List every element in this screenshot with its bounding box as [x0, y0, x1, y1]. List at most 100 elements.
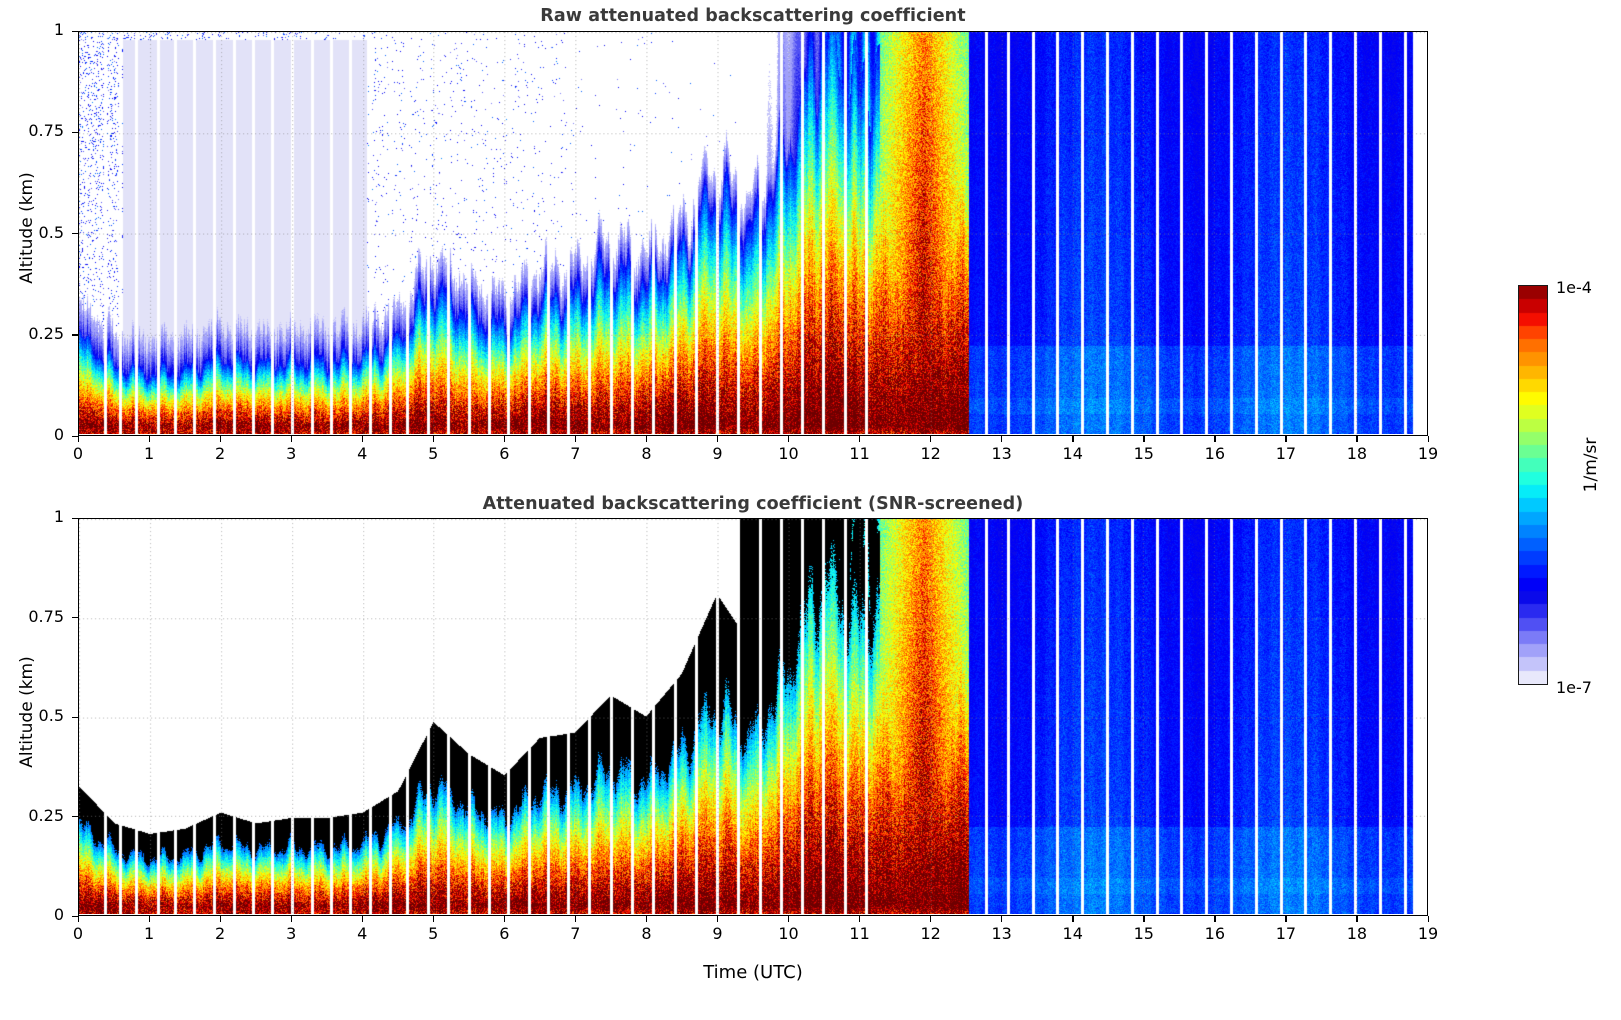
- x-tick-mark: [1143, 916, 1145, 922]
- x-tick-mark: [1214, 916, 1216, 922]
- colorbar[interactable]: [1518, 285, 1548, 685]
- y-tick-mark: [72, 915, 78, 917]
- x-tick-mark: [148, 916, 150, 922]
- y-tick-label: 0.5: [38, 222, 64, 242]
- x-tick-label: 6: [499, 924, 510, 943]
- x-tick-mark: [930, 916, 932, 922]
- x-tick-label: 2: [215, 924, 226, 943]
- x-tick-label: 3: [286, 444, 297, 463]
- x-axis-label: Time (UTC): [703, 962, 803, 983]
- x-tick-mark: [859, 916, 861, 922]
- x-tick-mark: [1356, 436, 1358, 442]
- x-tick-label: 5: [428, 924, 439, 943]
- x-tick-label: 9: [712, 924, 723, 943]
- x-tick-label: 18: [1346, 924, 1368, 943]
- x-tick-mark: [645, 436, 648, 442]
- x-tick-label: 16: [1204, 444, 1225, 463]
- y-tick-label: 0: [53, 425, 64, 444]
- x-tick-mark: [77, 916, 79, 922]
- y-tick-mark: [72, 30, 78, 32]
- x-tick-label: 7: [570, 444, 581, 463]
- x-tick-mark: [1072, 436, 1074, 442]
- x-tick-mark: [361, 916, 363, 922]
- x-tick-label: 11: [849, 924, 870, 943]
- y-tick-label: 1: [53, 507, 64, 526]
- heatmap-panel-raw[interactable]: [78, 31, 1428, 436]
- x-tick-mark: [859, 436, 861, 442]
- colorbar-max-label: 1e-4: [1556, 278, 1592, 297]
- x-tick-label: 17: [1275, 444, 1297, 463]
- x-tick-label: 5: [428, 444, 439, 463]
- y-tick-mark: [72, 617, 78, 619]
- x-tick-label: 13: [991, 924, 1012, 943]
- x-tick-label: 12: [920, 924, 941, 943]
- y-tick-label: 0.25: [28, 805, 64, 825]
- x-tick-mark: [645, 916, 648, 922]
- x-tick-mark: [574, 916, 577, 922]
- x-tick-mark: [1001, 916, 1003, 922]
- x-tick-mark: [1285, 916, 1287, 922]
- x-tick-mark: [77, 436, 79, 442]
- x-tick-label: 0: [72, 924, 84, 943]
- x-tick-mark: [1143, 436, 1145, 442]
- x-tick-label: 4: [357, 444, 368, 463]
- y-tick-label: 1: [53, 20, 64, 39]
- y-tick-mark: [72, 716, 78, 718]
- colorbar-unit-label: 1/m/sr: [1581, 437, 1601, 493]
- x-tick-label: 0: [72, 444, 84, 463]
- y-tick-mark: [72, 334, 78, 336]
- x-tick-mark: [503, 916, 506, 922]
- x-tick-label: 12: [920, 444, 941, 463]
- y-tick-label: 0.5: [38, 706, 64, 725]
- x-tick-mark: [1214, 436, 1216, 442]
- y-tick-label: 0.75: [28, 606, 64, 626]
- panel-title-screened: Attenuated backscattering coefficient (S…: [482, 494, 1024, 514]
- y-tick-mark: [72, 131, 78, 134]
- x-tick-mark: [432, 436, 435, 442]
- x-tick-label: 14: [1062, 924, 1083, 943]
- x-tick-label: 10: [778, 924, 799, 943]
- x-tick-mark: [219, 436, 221, 442]
- x-tick-label: 10: [778, 444, 799, 463]
- x-tick-label: 2: [215, 444, 226, 463]
- x-tick-label: 9: [712, 444, 723, 463]
- y-tick-mark: [72, 517, 78, 519]
- y-tick-label: 0.25: [28, 323, 64, 343]
- x-tick-mark: [219, 916, 221, 922]
- x-tick-label: 4: [357, 924, 368, 943]
- x-tick-mark: [788, 916, 790, 922]
- x-tick-label: 14: [1062, 444, 1083, 463]
- x-tick-mark: [290, 436, 292, 442]
- x-tick-label: 16: [1204, 924, 1225, 943]
- x-tick-label: 13: [991, 444, 1012, 463]
- colorbar-min-label: 1e-7: [1556, 678, 1592, 697]
- y-tick-mark: [72, 233, 78, 235]
- x-tick-label: 17: [1275, 924, 1297, 943]
- x-tick-mark: [148, 436, 150, 442]
- x-tick-mark: [1356, 916, 1358, 922]
- y-tick-label: 0.75: [28, 121, 64, 141]
- x-tick-mark: [574, 436, 577, 442]
- x-tick-mark: [361, 436, 363, 442]
- x-tick-mark: [930, 436, 932, 442]
- x-tick-label: 15: [1133, 924, 1154, 943]
- heatmap-panel-screened[interactable]: [78, 518, 1428, 916]
- x-tick-label: 11: [849, 444, 870, 463]
- x-tick-mark: [788, 436, 790, 442]
- x-tick-label: 7: [570, 924, 581, 943]
- x-tick-mark: [1427, 916, 1429, 922]
- y-tick-label: 0: [53, 905, 64, 924]
- x-tick-label: 15: [1133, 444, 1154, 463]
- x-tick-label: 1: [143, 444, 155, 463]
- x-tick-label: 6: [499, 444, 510, 463]
- x-tick-label: 3: [286, 924, 297, 943]
- x-tick-label: 18: [1346, 444, 1368, 463]
- y-tick-mark: [72, 435, 78, 437]
- x-tick-label: 19: [1417, 444, 1439, 463]
- x-tick-mark: [716, 916, 719, 922]
- x-tick-label: 8: [641, 924, 652, 943]
- x-tick-mark: [290, 916, 292, 922]
- x-tick-label: 8: [641, 444, 652, 463]
- x-tick-label: 1: [143, 924, 155, 943]
- x-tick-mark: [716, 436, 719, 442]
